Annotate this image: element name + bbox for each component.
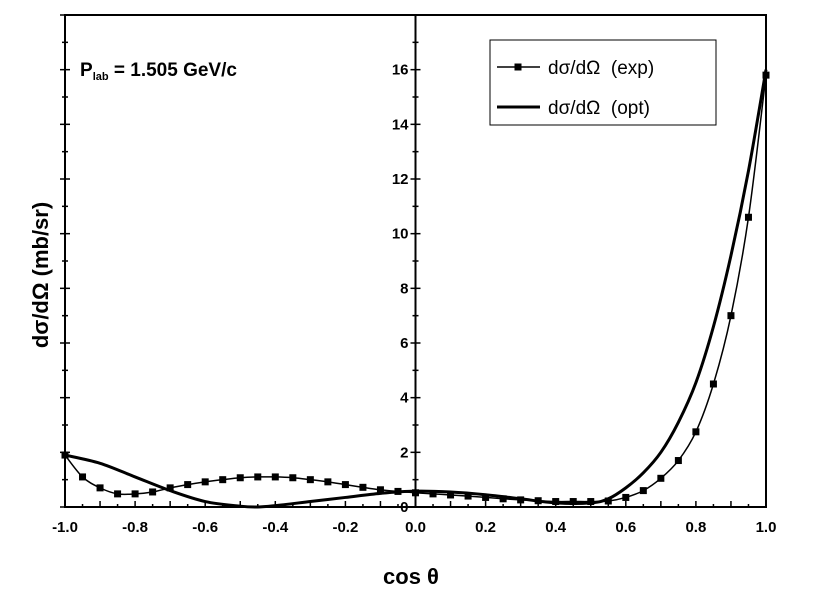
y-tick-label: 8 bbox=[400, 280, 408, 297]
series-exp-point bbox=[587, 498, 595, 506]
series-exp-point bbox=[324, 478, 332, 486]
plab-value: = 1.505 GeV/c bbox=[109, 60, 238, 81]
series-exp-point bbox=[569, 498, 577, 506]
series-exp-point bbox=[359, 483, 367, 491]
y-tick-label: 0 bbox=[400, 499, 408, 516]
legend-exp-marker bbox=[514, 63, 522, 71]
series-exp-point bbox=[744, 213, 752, 221]
series-exp-point bbox=[96, 484, 104, 492]
y-tick-label: 6 bbox=[400, 335, 408, 352]
y-axis-title: dσ/dΩ (mb/sr) bbox=[28, 202, 53, 348]
plab-annotation: Plab = 1.505 GeV/c bbox=[80, 60, 237, 83]
series-exp-point bbox=[149, 488, 157, 496]
series-exp-point bbox=[341, 481, 349, 489]
x-axis-title: cos θ bbox=[383, 564, 439, 589]
x-tick-label: 1.0 bbox=[756, 519, 777, 536]
series-exp-point bbox=[289, 474, 297, 482]
series-exp-point bbox=[657, 474, 665, 482]
x-tick-label: 0.6 bbox=[615, 519, 636, 536]
series-exp-point bbox=[517, 496, 525, 504]
x-tick-label: -0.8 bbox=[122, 519, 148, 536]
series-exp-point bbox=[114, 490, 122, 498]
x-tick-label: 0.8 bbox=[685, 519, 706, 536]
x-tick-label: 0.0 bbox=[405, 519, 426, 536]
y-tick-labels: 0 2 4 6 8 10 12 14 16 bbox=[392, 62, 409, 516]
series-exp-point bbox=[271, 473, 279, 481]
series-exp-point bbox=[482, 493, 490, 501]
legend-box bbox=[489, 39, 717, 126]
y-tick-label: 12 bbox=[392, 171, 409, 188]
x-tick-label: 0.4 bbox=[545, 519, 567, 536]
series-exp-point bbox=[499, 495, 507, 503]
series-exp-point bbox=[429, 490, 437, 498]
plab-main: P bbox=[80, 60, 93, 81]
x-tick-label: -0.4 bbox=[262, 519, 289, 536]
series-exp-point bbox=[236, 474, 244, 482]
x-tick-label: -0.2 bbox=[332, 519, 358, 536]
x-tick-label: 0.2 bbox=[475, 519, 496, 536]
series-exp-point bbox=[464, 492, 472, 500]
legend-opt-label: dσ/dΩ (opt) bbox=[548, 98, 650, 119]
series-exp-point bbox=[201, 478, 209, 486]
series-exp-point bbox=[184, 481, 192, 489]
series-exp-point bbox=[604, 497, 612, 505]
series-exp-point bbox=[709, 380, 717, 388]
series-exp-point bbox=[622, 493, 630, 501]
series-exp-point bbox=[727, 312, 735, 320]
series-exp-point bbox=[376, 486, 384, 494]
series-exp-point bbox=[79, 473, 87, 481]
x-tick-labels: -1.0 -0.8 -0.6 -0.4 -0.2 0.0 0.2 0.4 0.6 0.8 1.0 bbox=[52, 519, 776, 536]
y-tick-label: 14 bbox=[392, 116, 409, 133]
plab-subscript: lab bbox=[93, 71, 109, 83]
y-tick-label: 2 bbox=[400, 444, 408, 461]
series-exp-point bbox=[254, 473, 262, 481]
legend: dσ/dΩ (exp) dσ/dΩ (opt) bbox=[489, 39, 717, 126]
series-exp-point bbox=[534, 497, 542, 505]
y-tick-label: 4 bbox=[400, 390, 409, 407]
x-tick-label: -1.0 bbox=[52, 519, 78, 536]
series-exp-point bbox=[674, 457, 682, 465]
series-exp-point bbox=[692, 428, 700, 436]
series-exp-point bbox=[219, 476, 227, 484]
series-exp-point bbox=[394, 487, 402, 495]
series-exp-point bbox=[639, 487, 647, 495]
y-tick-label: 10 bbox=[392, 226, 409, 243]
series-exp-point bbox=[131, 490, 139, 498]
series-exp-point bbox=[552, 498, 560, 506]
series-exp-point bbox=[166, 484, 174, 492]
y-tick-label: 16 bbox=[392, 62, 409, 79]
series-exp-point bbox=[447, 491, 455, 499]
legend-exp-label: dσ/dΩ (exp) bbox=[548, 58, 654, 79]
x-tick-label: -0.6 bbox=[192, 519, 218, 536]
series-exp-point bbox=[306, 476, 314, 484]
series-opt-line bbox=[64, 69, 768, 509]
